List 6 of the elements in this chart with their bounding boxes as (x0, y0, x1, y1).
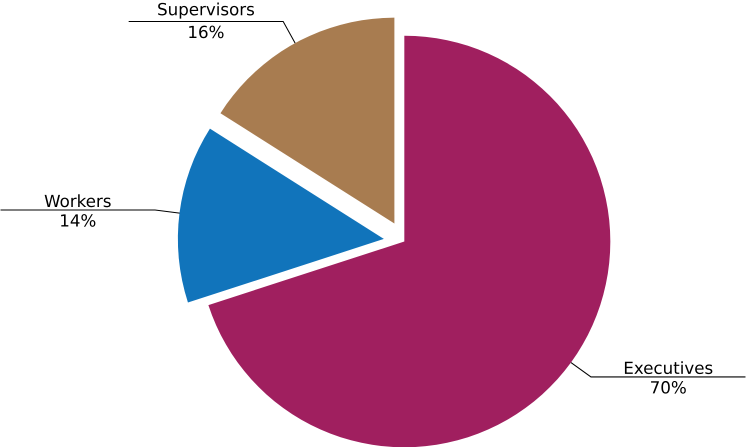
data-label: 16% (189, 25, 224, 38)
data-label: 14% (61, 214, 96, 227)
slice-label: Workers (44, 194, 111, 208)
slice-label: Executives (624, 361, 712, 374)
data-label: 70% (651, 380, 686, 394)
slice-label: Supervisors (158, 2, 254, 19)
